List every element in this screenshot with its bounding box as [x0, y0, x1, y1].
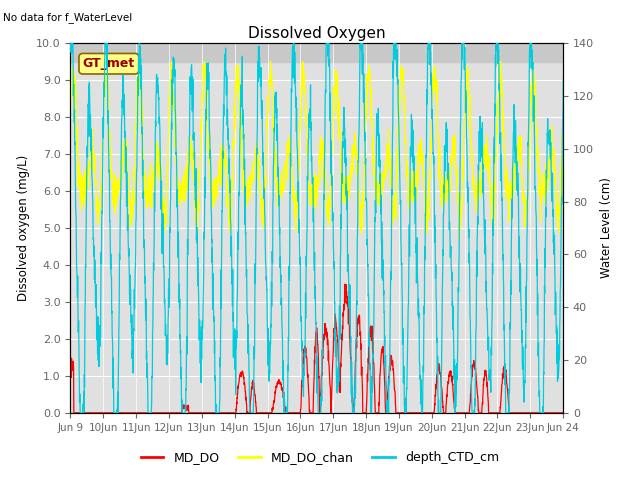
Title: Dissolved Oxygen: Dissolved Oxygen	[248, 25, 386, 41]
Bar	[70, 43, 563, 62]
Text: GT_met: GT_met	[83, 57, 135, 70]
Y-axis label: Dissolved oxygen (mg/L): Dissolved oxygen (mg/L)	[17, 155, 31, 301]
Legend: MD_DO, MD_DO_chan, depth_CTD_cm: MD_DO, MD_DO_chan, depth_CTD_cm	[136, 446, 504, 469]
Text: No data for f_WaterLevel: No data for f_WaterLevel	[3, 12, 132, 23]
Y-axis label: Water Level (cm): Water Level (cm)	[600, 178, 612, 278]
